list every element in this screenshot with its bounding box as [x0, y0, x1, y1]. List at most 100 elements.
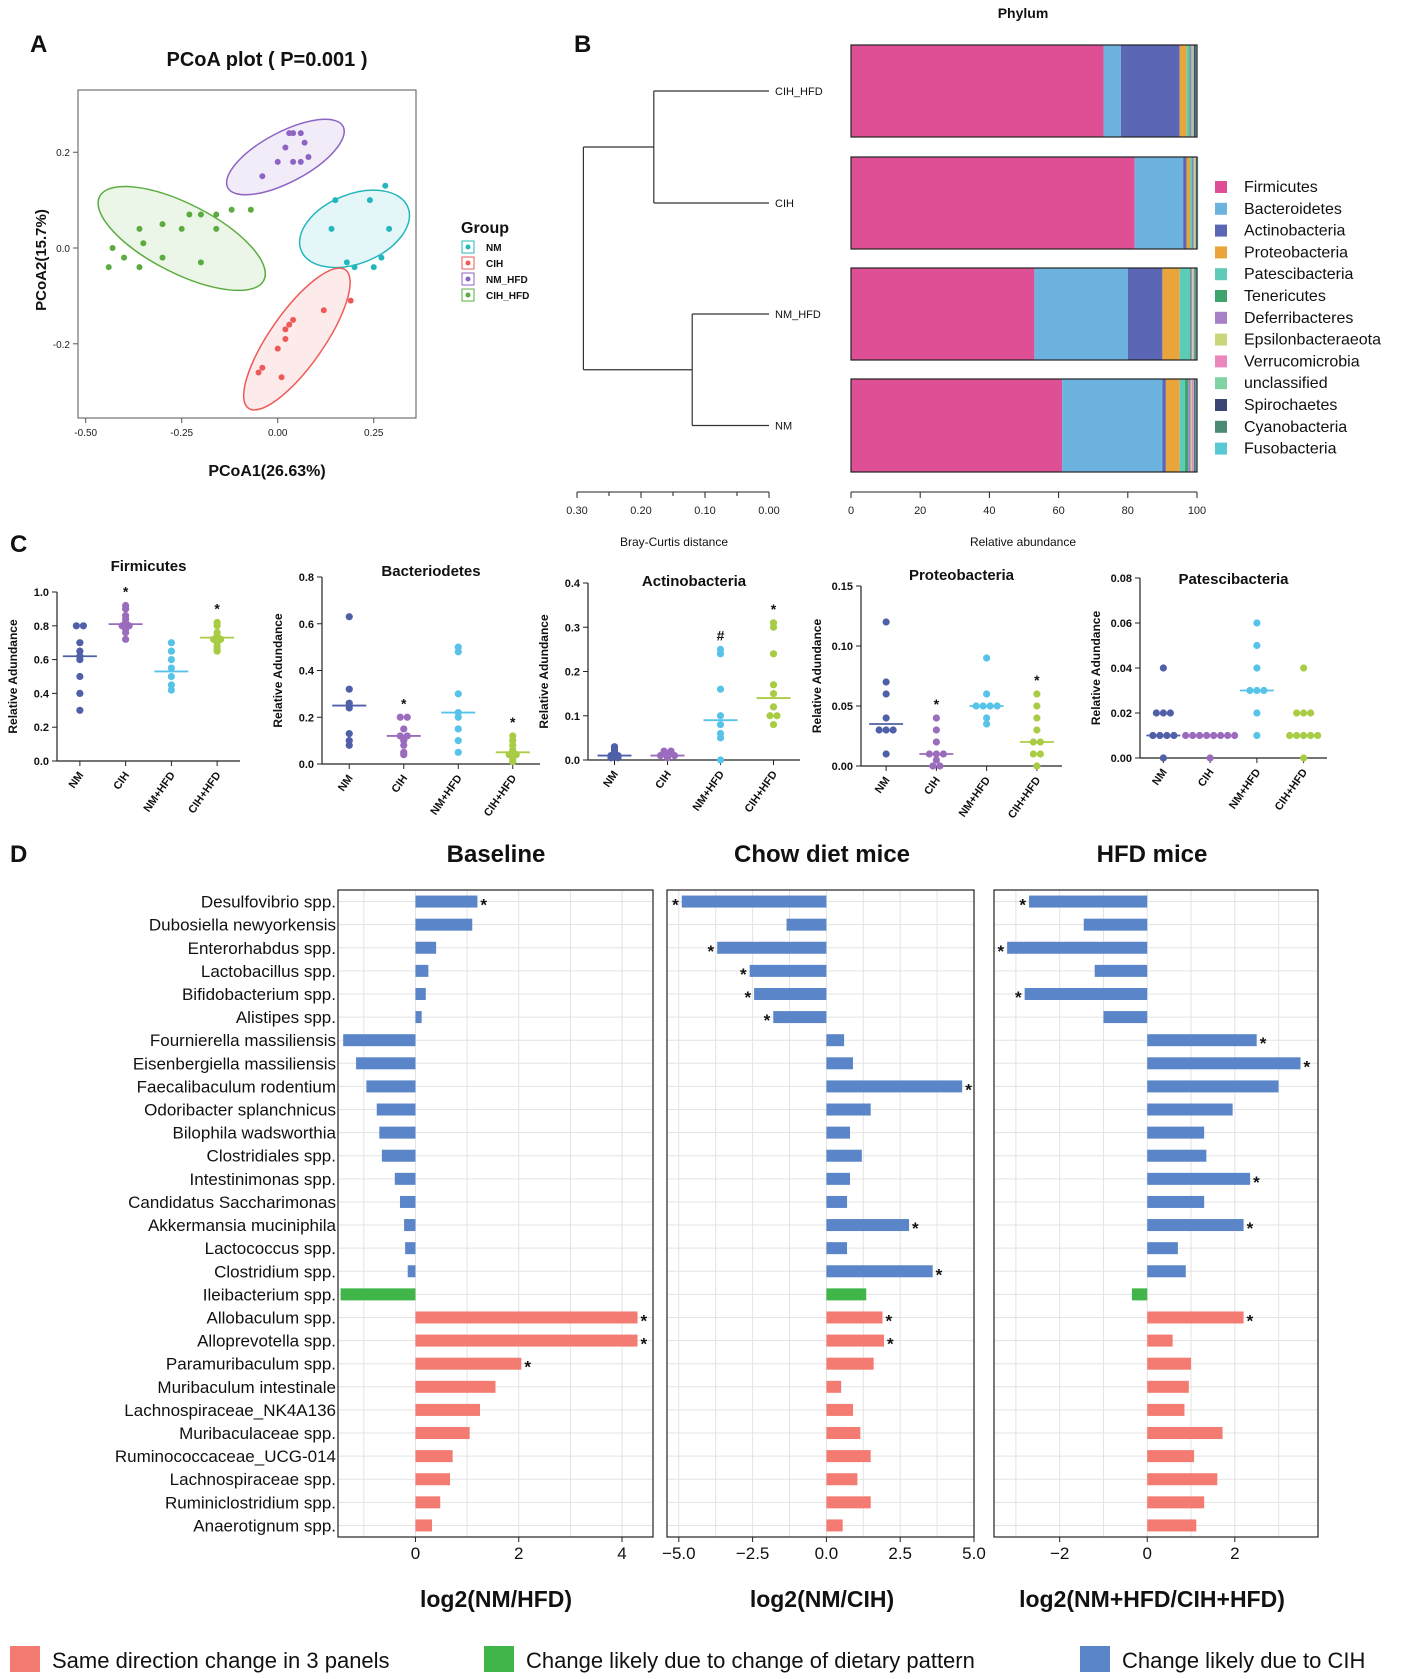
fold-bar	[1147, 1265, 1186, 1278]
dotplot-xtick-label: NM+HFD	[1227, 767, 1263, 812]
pcoa-legend-dot	[465, 276, 471, 282]
pcoa-point	[186, 211, 193, 218]
pcoa-point	[320, 307, 327, 314]
phylum-legend-key	[1215, 224, 1227, 237]
fold-star: *	[885, 1311, 892, 1330]
dotplot-point	[1033, 690, 1041, 698]
dotplot-title: Bacteriodetes	[381, 563, 480, 580]
fold-bar	[1147, 1473, 1218, 1486]
panel-label-d: D	[10, 841, 27, 868]
pcoa-point	[386, 225, 393, 232]
fold-row-label: Clostridium spp.	[214, 1262, 336, 1281]
phylum-bar-segment	[1194, 379, 1196, 472]
phylum-bar-segment	[1193, 45, 1196, 137]
fold-star: *	[1015, 988, 1022, 1007]
dotplot-point	[345, 613, 353, 621]
phylum-bar-segment	[851, 45, 1104, 137]
panel-label-c: C	[10, 531, 27, 558]
fold-bar	[340, 1288, 416, 1301]
fold-bar	[1147, 1427, 1223, 1440]
phylum-bar-segment	[1195, 379, 1196, 472]
phylum-bar-segment	[1191, 268, 1193, 360]
fold-row-label: Ileibacterium spp.	[203, 1285, 336, 1304]
dotplot-point	[936, 762, 944, 770]
phylum-legend-label: Deferribacteres	[1244, 310, 1353, 327]
pcoa-legend-label: CIH	[486, 259, 503, 270]
fold-xtick-label: −5.0	[662, 1544, 696, 1563]
dotplot-point	[1253, 619, 1261, 627]
pcoa-ylabel: PCoA2(15.7%)	[33, 209, 50, 311]
pcoa-legend-key	[461, 256, 475, 270]
dotplot-xtick-label: CIH	[390, 773, 411, 795]
fold-bar	[826, 1334, 884, 1347]
dotplot-point	[1231, 731, 1239, 740]
fold-bar	[826, 1473, 858, 1486]
fold-xlabel: log2(NM/CIH)	[750, 1586, 894, 1612]
dotplot-point	[716, 650, 725, 658]
dotplot-point	[983, 714, 991, 722]
phylum-bar-segment	[1179, 268, 1191, 360]
pcoa-point	[297, 130, 304, 137]
fold-bar	[407, 1265, 416, 1278]
pcoa-point	[136, 225, 143, 232]
fold-bar	[826, 1427, 861, 1440]
phylum-bar-segment	[1179, 379, 1185, 472]
dotplots: Firmicutes 0.0 0.2 0.4 0.6 0.8 1.0 Relative Adu…	[6, 558, 1327, 821]
phylum-bar-frame	[850, 267, 1198, 361]
fold-xtick-label: 2	[514, 1544, 523, 1563]
dotplot-point	[716, 756, 725, 764]
phylum-xtick-label: 20	[914, 505, 926, 517]
phylum-bar-segment	[1186, 45, 1190, 137]
fold-row-label: Eisenbergiella massiliensis	[133, 1054, 336, 1073]
fold-bar	[415, 941, 437, 954]
fold-bar	[343, 1034, 416, 1047]
dotplot-point	[1300, 664, 1308, 672]
phylum-legend-key	[1215, 246, 1227, 259]
fold-star: *	[641, 1335, 648, 1354]
fold-star: *	[744, 988, 751, 1007]
fold-bar	[415, 1403, 481, 1416]
dotplot-point	[1253, 731, 1261, 740]
phylum-bar-segment	[851, 157, 1135, 249]
fold-bar	[826, 1242, 848, 1255]
fold-row-label: Faecalibaculum rodentium	[137, 1077, 336, 1096]
fold-xtick-label: 4	[617, 1544, 626, 1563]
fold-bar	[1094, 964, 1148, 977]
fold-row-label: Intestinimonas spp.	[190, 1170, 336, 1189]
fold-bar	[394, 1172, 416, 1185]
dotplot-xtick-label: NM+HFD	[142, 770, 178, 815]
phylum-bar-segment	[1193, 268, 1194, 360]
phylum-bar-segment	[1195, 157, 1197, 249]
phylum-bar-segment	[1195, 268, 1196, 360]
dotplot-point	[167, 681, 175, 689]
phylum-bar-segment	[1192, 268, 1194, 360]
fold-star: *	[1260, 1034, 1267, 1053]
dotplot-point	[400, 751, 408, 759]
fold-bar	[1147, 1034, 1257, 1047]
fold-bar	[826, 1103, 871, 1116]
fold-xtick-label: 2	[1230, 1544, 1239, 1563]
phylum-legend-label: Tenericutes	[1244, 288, 1326, 305]
pcoa-point	[290, 158, 297, 165]
dendrogram-leaf-label: CIH	[775, 198, 794, 210]
dotplot-ytick-label: 0.6	[34, 655, 49, 667]
phylum-title: Phylum	[998, 5, 1049, 21]
pcoa-legend-label: NM_HFD	[486, 275, 528, 286]
fold-panel-bg	[667, 890, 974, 1537]
phylum-legend-label: Epsilonbacteraeota	[1244, 332, 1381, 349]
phylum-bar-segment	[1191, 379, 1194, 472]
pcoa-ellipse-1	[242, 267, 351, 411]
fold-bar	[1147, 1242, 1178, 1255]
pcoa-point	[290, 316, 297, 323]
pcoa-legend-key	[461, 272, 475, 286]
fold-xtick-label: 2.5	[888, 1544, 912, 1563]
dotplot-point	[167, 672, 175, 681]
dotplot-ytick-label: 0.4	[565, 578, 581, 590]
fold-bar	[366, 1080, 416, 1093]
dotplot-point	[882, 750, 890, 758]
pcoa-point	[121, 254, 128, 261]
dotplot-annotation: *	[1034, 672, 1040, 688]
dotplot-point	[122, 605, 130, 613]
dotplot-point	[76, 689, 84, 698]
dotplot-ytick-label: 0.1	[565, 711, 580, 723]
